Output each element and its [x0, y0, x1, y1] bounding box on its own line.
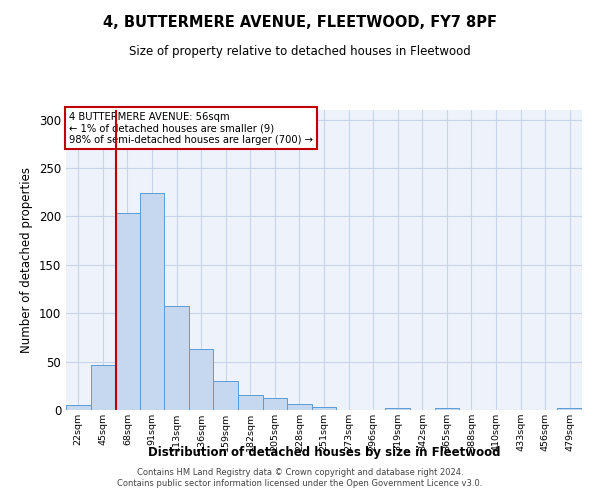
Text: 4, BUTTERMERE AVENUE, FLEETWOOD, FY7 8PF: 4, BUTTERMERE AVENUE, FLEETWOOD, FY7 8PF [103, 15, 497, 30]
Bar [91, 366, 115, 410]
Bar [287, 404, 312, 410]
Bar [238, 396, 263, 410]
Text: Contains HM Land Registry data © Crown copyright and database right 2024.
Contai: Contains HM Land Registry data © Crown c… [118, 468, 482, 487]
Bar [115, 212, 140, 410]
Y-axis label: Number of detached properties: Number of detached properties [20, 167, 34, 353]
Bar [140, 193, 164, 410]
Bar [434, 408, 459, 410]
Bar [66, 405, 91, 410]
Bar [164, 306, 189, 410]
Bar [312, 407, 336, 410]
Text: 4 BUTTERMERE AVENUE: 56sqm
← 1% of detached houses are smaller (9)
98% of semi-d: 4 BUTTERMERE AVENUE: 56sqm ← 1% of detac… [68, 112, 313, 144]
Bar [557, 408, 582, 410]
Bar [263, 398, 287, 410]
Bar [385, 408, 410, 410]
Bar [214, 381, 238, 410]
Text: Size of property relative to detached houses in Fleetwood: Size of property relative to detached ho… [129, 45, 471, 58]
Bar [189, 349, 214, 410]
Text: Distribution of detached houses by size in Fleetwood: Distribution of detached houses by size … [148, 446, 500, 459]
